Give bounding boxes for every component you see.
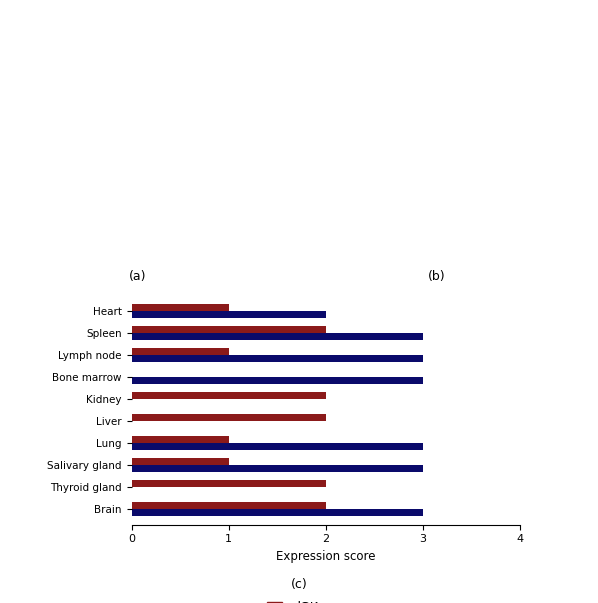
Bar	[132, 304, 228, 311]
Bar	[132, 502, 326, 509]
Bar	[132, 377, 423, 384]
Bar	[132, 348, 228, 355]
Bar	[132, 392, 326, 399]
Bar	[132, 436, 228, 443]
Bar	[132, 458, 228, 465]
Text: (b): (b)	[428, 270, 446, 283]
Bar	[132, 326, 326, 333]
Bar	[132, 480, 326, 487]
Text: (a): (a)	[129, 270, 147, 283]
Bar	[132, 509, 423, 516]
Bar	[132, 355, 423, 362]
X-axis label: Expression score: Expression score	[276, 550, 376, 563]
Bar	[132, 443, 423, 450]
Bar	[132, 414, 326, 421]
Bar	[132, 333, 423, 340]
Text: (c): (c)	[291, 578, 307, 591]
Bar	[132, 465, 423, 472]
Legend: dGK, SAMHD1: dGK, SAMHD1	[261, 595, 352, 603]
Bar	[132, 311, 326, 318]
